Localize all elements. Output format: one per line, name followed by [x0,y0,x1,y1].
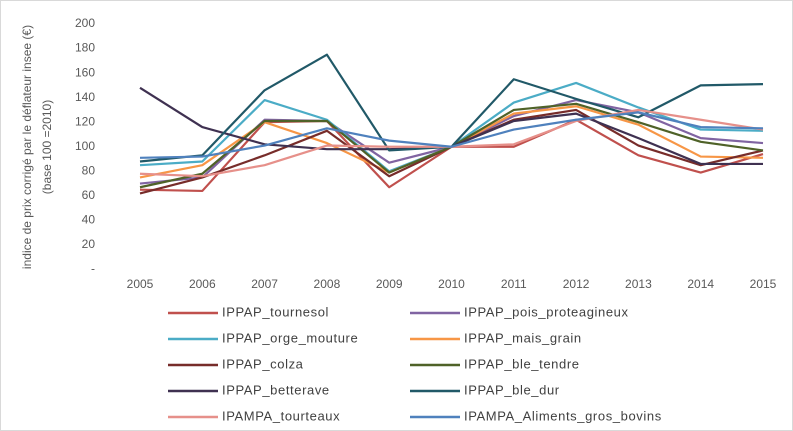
x-tick-label: 2012 [563,277,590,291]
y-tick-label: 40 [82,213,96,227]
x-tick-label: 2013 [625,277,652,291]
x-tick-label: 2011 [501,277,527,291]
y-tick-label: - [91,262,95,276]
x-tick-label: 2005 [127,277,154,291]
x-tick-label: 2009 [376,277,403,291]
legend-label: IPPAP_pois_proteagineux [464,304,629,319]
x-tick-label: 2014 [687,277,714,291]
x-tick-label: 2007 [251,277,278,291]
x-tick-label: 2008 [314,277,341,291]
y-tick-label: 60 [82,188,96,202]
legend-label: IPAMPA_tourteaux [222,408,340,423]
series-line [139,111,764,159]
x-tick-label: 2010 [438,277,465,291]
y-tick-label: 180 [75,41,95,55]
y-tick-label: 160 [75,65,95,79]
y-tick-label: 20 [82,237,96,251]
y-axis-label: (base 100 =2010) [40,100,54,194]
legend-label: IPAMPA_Aliments_gros_bovins [464,408,662,423]
y-axis-label: indice de prix corrigé par le déflateur … [20,25,34,269]
y-tick-label: 140 [75,90,95,104]
y-tick-label: 80 [82,163,96,177]
legend-label: IPPAP_tournesol [222,304,329,319]
legend-label: IPPAP_betterave [222,382,330,397]
legend-label: IPPAP_ble_tendre [464,356,580,371]
x-tick-label: 2015 [750,277,777,291]
legend-label: IPPAP_orge_mouture [222,330,358,345]
y-tick-label: 200 [75,16,95,30]
legend-label: IPPAP_mais_grain [464,330,582,345]
legend-label: IPPAP_colza [222,356,304,371]
x-tick-label: 2006 [189,277,216,291]
y-tick-label: 100 [75,139,95,153]
legend-label: IPPAP_ble_dur [464,382,560,397]
y-tick-label: 120 [75,114,95,128]
